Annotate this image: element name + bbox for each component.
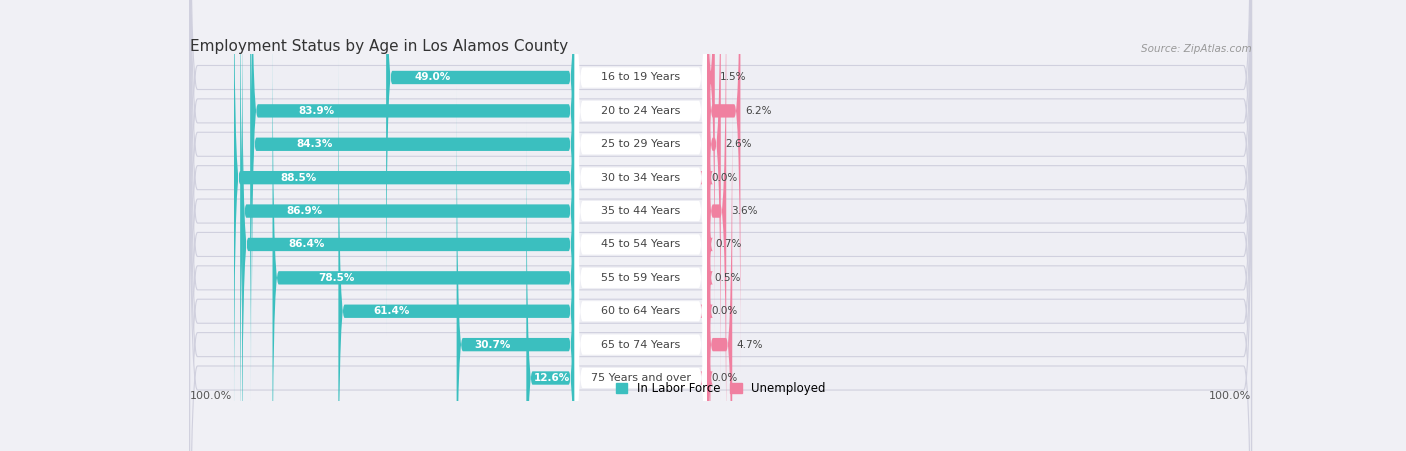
Text: 86.9%: 86.9% — [287, 206, 323, 216]
FancyBboxPatch shape — [240, 0, 575, 451]
FancyBboxPatch shape — [707, 0, 741, 371]
Text: 4.7%: 4.7% — [737, 340, 763, 350]
Text: 88.5%: 88.5% — [280, 173, 316, 183]
FancyBboxPatch shape — [190, 0, 1251, 451]
Text: 0.0%: 0.0% — [711, 373, 738, 383]
Text: 84.3%: 84.3% — [297, 139, 333, 149]
FancyBboxPatch shape — [190, 0, 1251, 451]
Text: 65 to 74 Years: 65 to 74 Years — [602, 340, 681, 350]
Text: 45 to 54 Years: 45 to 54 Years — [602, 239, 681, 249]
Text: 20 to 24 Years: 20 to 24 Years — [600, 106, 681, 116]
Text: 75 Years and over: 75 Years and over — [591, 373, 690, 383]
FancyBboxPatch shape — [703, 18, 713, 451]
FancyBboxPatch shape — [339, 51, 575, 451]
FancyBboxPatch shape — [190, 0, 1251, 451]
Text: Employment Status by Age in Los Alamos County: Employment Status by Age in Los Alamos C… — [190, 39, 568, 54]
FancyBboxPatch shape — [707, 0, 721, 405]
Text: 83.9%: 83.9% — [298, 106, 335, 116]
FancyBboxPatch shape — [575, 0, 707, 451]
FancyBboxPatch shape — [190, 0, 1251, 400]
FancyBboxPatch shape — [704, 0, 713, 451]
Text: Source: ZipAtlas.com: Source: ZipAtlas.com — [1140, 44, 1251, 54]
FancyBboxPatch shape — [233, 0, 575, 438]
FancyBboxPatch shape — [252, 0, 575, 371]
Text: 86.4%: 86.4% — [288, 239, 325, 249]
FancyBboxPatch shape — [273, 18, 575, 451]
Text: 60 to 64 Years: 60 to 64 Years — [602, 306, 681, 316]
FancyBboxPatch shape — [575, 0, 707, 451]
FancyBboxPatch shape — [700, 51, 713, 451]
FancyBboxPatch shape — [526, 118, 575, 451]
FancyBboxPatch shape — [707, 0, 714, 338]
FancyBboxPatch shape — [700, 118, 713, 451]
Text: 55 to 59 Years: 55 to 59 Years — [602, 273, 681, 283]
Text: 0.5%: 0.5% — [714, 273, 741, 283]
FancyBboxPatch shape — [190, 56, 1251, 451]
Legend: In Labor Force, Unemployed: In Labor Force, Unemployed — [612, 379, 830, 399]
Text: 30.7%: 30.7% — [474, 340, 510, 350]
Text: 30 to 34 Years: 30 to 34 Years — [602, 173, 681, 183]
Text: 100.0%: 100.0% — [190, 391, 232, 401]
Text: 16 to 19 Years: 16 to 19 Years — [602, 73, 681, 83]
FancyBboxPatch shape — [707, 0, 727, 451]
Text: 100.0%: 100.0% — [1209, 391, 1251, 401]
FancyBboxPatch shape — [190, 23, 1251, 451]
FancyBboxPatch shape — [190, 0, 1251, 451]
FancyBboxPatch shape — [457, 84, 575, 451]
FancyBboxPatch shape — [190, 0, 1251, 451]
FancyBboxPatch shape — [575, 0, 707, 451]
Text: 1.5%: 1.5% — [720, 73, 747, 83]
FancyBboxPatch shape — [575, 0, 707, 451]
FancyBboxPatch shape — [190, 0, 1251, 433]
FancyBboxPatch shape — [575, 0, 707, 401]
FancyBboxPatch shape — [575, 0, 707, 451]
FancyBboxPatch shape — [242, 0, 575, 451]
Text: 49.0%: 49.0% — [415, 73, 451, 83]
Text: 3.6%: 3.6% — [731, 206, 758, 216]
Text: 12.6%: 12.6% — [534, 373, 569, 383]
Text: 0.0%: 0.0% — [711, 173, 738, 183]
FancyBboxPatch shape — [250, 0, 575, 405]
FancyBboxPatch shape — [575, 0, 707, 435]
FancyBboxPatch shape — [190, 0, 1251, 451]
Text: 0.7%: 0.7% — [716, 239, 741, 249]
FancyBboxPatch shape — [707, 84, 733, 451]
FancyBboxPatch shape — [700, 0, 713, 438]
Text: 78.5%: 78.5% — [318, 273, 354, 283]
Text: 2.6%: 2.6% — [725, 139, 752, 149]
Text: 25 to 29 Years: 25 to 29 Years — [600, 139, 681, 149]
Text: 6.2%: 6.2% — [745, 106, 772, 116]
FancyBboxPatch shape — [575, 0, 707, 451]
Text: 61.4%: 61.4% — [374, 306, 411, 316]
Text: 0.0%: 0.0% — [711, 306, 738, 316]
Text: 35 to 44 Years: 35 to 44 Years — [602, 206, 681, 216]
FancyBboxPatch shape — [575, 21, 707, 451]
FancyBboxPatch shape — [387, 0, 575, 338]
FancyBboxPatch shape — [575, 54, 707, 451]
